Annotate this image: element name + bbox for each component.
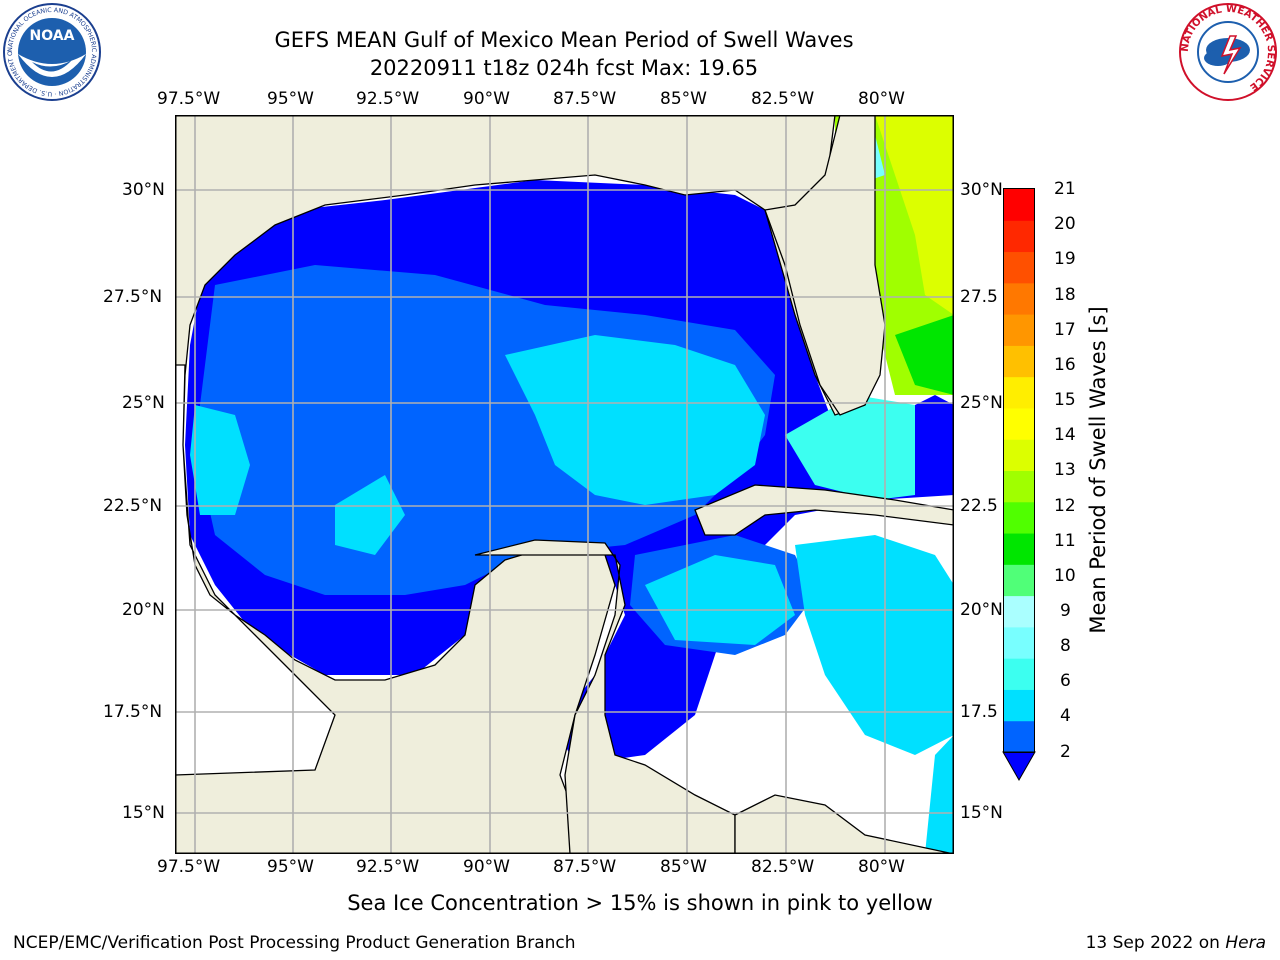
colorbar-segment — [1004, 595, 1034, 628]
colorbar-segment — [1004, 720, 1034, 753]
lat-tick-right: 30°N — [960, 180, 1003, 200]
map-subtitle: 20220911 t18z 024h fcst Max: 19.65 — [369, 56, 759, 80]
map-frame — [175, 115, 954, 854]
lat-tick-right: 25°N — [960, 393, 1003, 413]
lon-tick-bottom: 80°W — [858, 857, 905, 877]
colorbar-segment — [1004, 689, 1034, 722]
colorbar-tick: 8 — [1060, 636, 1071, 656]
colorbar-frame — [1003, 188, 1035, 753]
colorbar-segment — [1004, 189, 1034, 221]
colorbar-tick: 20 — [1054, 214, 1076, 234]
credit-text: NCEP/EMC/Verification Post Processing Pr… — [13, 933, 576, 953]
lat-tick-left: 17.5°N — [103, 702, 163, 722]
lon-tick-top: 97.5°W — [157, 89, 221, 109]
colorbar-segment — [1004, 533, 1034, 565]
lon-tick-bottom: 82.5°W — [751, 857, 815, 877]
colorbar-tick: 19 — [1054, 249, 1076, 269]
colorbar-tick: 14 — [1054, 425, 1076, 445]
lon-tick-top: 80°W — [858, 89, 905, 109]
lon-tick-top: 92.5°W — [356, 89, 420, 109]
lon-tick-bottom: 87.5°W — [553, 857, 617, 877]
colorbar-segment — [1004, 345, 1034, 378]
colorbar-tick: 9 — [1060, 601, 1071, 621]
swell-region-cyan-caribbean — [795, 535, 954, 755]
lon-tick-bottom: 85°W — [660, 857, 707, 877]
colorbar-segment — [1004, 626, 1034, 659]
map-gridlines — [175, 115, 954, 854]
lat-tick-left: 25°N — [122, 393, 165, 413]
land-cuba — [694, 484, 954, 536]
lat-tick-left: 27.5°N — [103, 287, 163, 307]
lon-tick-top: 95°W — [267, 89, 314, 109]
lon-tick-bottom: 97.5°W — [157, 857, 221, 877]
lat-tick-right: 22.5 — [960, 496, 998, 516]
lat-tick-left: 15°N — [122, 803, 165, 823]
lon-tick-bottom: 90°W — [463, 857, 510, 877]
map-title: GEFS MEAN Gulf of Mexico Mean Period of … — [274, 28, 854, 52]
colorbar-tick: 11 — [1054, 531, 1076, 551]
colorbar-segment — [1004, 658, 1034, 690]
lon-tick-top: 90°W — [463, 89, 510, 109]
swell-region-cyan-straits — [785, 395, 915, 500]
swell-region-atlantic-yellow — [875, 115, 954, 315]
colorbar-label: Mean Period of Swell Waves [s] — [1086, 306, 1110, 634]
colorbar-extend-arrow — [1002, 751, 1036, 782]
nws-logo-icon: NATIONAL WEATHER SERVICE — [1179, 3, 1277, 101]
swell-region-cyan-central — [505, 335, 765, 505]
lat-tick-left: 22.5°N — [103, 496, 163, 516]
swell-region-atlantic-darkgreen — [895, 315, 954, 395]
colorbar-segment — [1004, 501, 1034, 534]
date-text: 13 Sep 2022 on Hera — [1086, 933, 1266, 953]
lon-tick-top: 85°W — [660, 89, 707, 109]
date-prefix: 13 Sep 2022 on — [1085, 933, 1226, 953]
colorbar-segment — [1004, 439, 1034, 471]
lon-tick-bottom: 92.5°W — [356, 857, 420, 877]
colorbar-tick: 13 — [1054, 460, 1076, 480]
lat-tick-left: 30°N — [122, 180, 165, 200]
lat-tick-right: 27.5 — [960, 287, 998, 307]
lat-tick-right: 17.5 — [960, 702, 998, 722]
swell-region-cyan-southeast — [925, 735, 954, 854]
noaa-logo-icon: NOAA NATIONAL OCEANIC AND ATMOSPHERIC AD… — [2, 2, 101, 101]
lon-tick-bottom: 95°W — [267, 857, 314, 877]
lat-tick-left: 20°N — [122, 600, 165, 620]
lat-tick-right: 20°N — [960, 600, 1003, 620]
swell-region-cyan-south — [335, 475, 405, 555]
colorbar-segment — [1004, 376, 1034, 409]
colorbar-tick: 12 — [1054, 496, 1076, 516]
colorbar-segment — [1004, 564, 1034, 597]
lat-tick-right: 15°N — [960, 803, 1003, 823]
colorbar-tick: 18 — [1054, 285, 1076, 305]
colorbar-tick: 17 — [1054, 320, 1076, 340]
lon-tick-top: 82.5°W — [751, 89, 815, 109]
colorbar-segment — [1004, 314, 1034, 346]
colorbar-tick: 10 — [1054, 566, 1076, 586]
noaa-logo-text: NOAA — [30, 28, 75, 44]
colorbar-segment — [1004, 470, 1034, 503]
colorbar-tick: 2 — [1060, 742, 1071, 762]
colorbar-tick: 21 — [1054, 179, 1076, 199]
colorbar-segment — [1004, 220, 1034, 253]
colorbar-segment — [1004, 282, 1034, 315]
colorbar-tick: 16 — [1054, 355, 1076, 375]
colorbar-segments — [1004, 189, 1034, 753]
colorbar-tick: 15 — [1054, 390, 1076, 410]
colorbar-segment — [1004, 407, 1034, 440]
colorbar — [1002, 188, 1036, 782]
swell-region-cyan-yucatan — [645, 555, 795, 645]
colorbar-tick: 4 — [1060, 706, 1071, 726]
colorbar-segment — [1004, 251, 1034, 284]
colorbar-tick: 6 — [1060, 671, 1071, 691]
sea-ice-note: Sea Ice Concentration > 15% is shown in … — [347, 891, 933, 915]
machine-name: Hera — [1225, 933, 1266, 953]
land-yucatan — [474, 539, 736, 854]
land-central-america — [734, 794, 954, 854]
swell-region-cyan-west — [190, 405, 250, 515]
lon-tick-top: 87.5°W — [553, 89, 617, 109]
gulf-map — [175, 115, 954, 854]
